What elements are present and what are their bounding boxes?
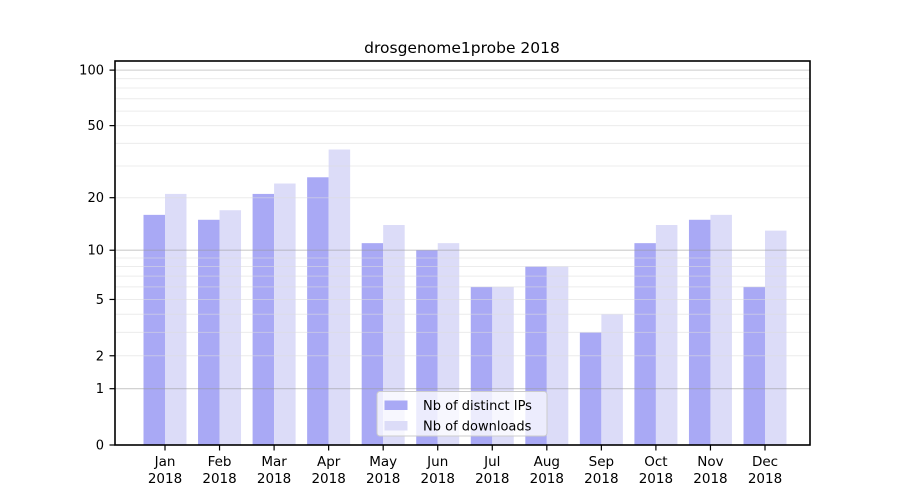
bar-downloads-apr [328,149,351,446]
x-tick-label-month: Nov [697,454,723,470]
legend: Nb of distinct IPs Nb of downloads [376,391,548,437]
x-tick-label-year: 2018 [475,471,509,487]
bar-downloads-may [383,225,405,445]
x-tick-label-month: Mar [261,454,287,470]
x-tick-label-month: May [369,454,397,470]
x-tick-label-year: 2018 [748,471,782,487]
x-tick-label-year: 2018 [366,471,400,487]
chart-title: drosgenome1probe 2018 [364,39,560,57]
bar-downloads-dec [765,230,787,445]
legend-label-downloads: Nb of downloads [423,420,532,435]
plot-frame [114,60,811,446]
bar-ips-jan [143,214,165,445]
y-tick-label: 50 [87,119,104,134]
x-tick-label-month: Sep [589,454,614,470]
x-tick-label-month: Apr [317,454,341,470]
x-tick-label-year: 2018 [530,471,564,487]
y-tick-label: 20 [87,191,104,206]
x-tick-label-year: 2018 [639,471,673,487]
x-tick-label-month: Dec [752,454,778,470]
x-tick-label-month: Jan [154,454,176,470]
bar-ips-dec [743,286,765,445]
x-axis: Jan2018Feb2018Mar2018Apr2018May2018Jun20… [148,445,782,487]
x-tick-label-month: Jul [483,454,500,470]
bar-downloads-jan [165,193,187,445]
x-tick-label-month: Aug [534,454,560,470]
bar-downloads-oct [655,225,678,445]
bar-ips-apr [307,177,329,446]
legend-swatch-ips [384,400,408,410]
legend-label-ips: Nb of distinct IPs [423,399,532,414]
x-tick-label-month: Feb [208,454,232,470]
x-tick-label-month: Jun [426,454,448,470]
y-tick-label: 5 [96,293,104,308]
x-tick-label-year: 2018 [202,471,236,487]
x-tick-label-month: Oct [644,454,667,470]
x-tick-label-year: 2018 [693,471,727,487]
y-tick-label: 2 [96,349,104,364]
x-tick-label-year: 2018 [148,471,182,487]
x-tick-label-year: 2018 [421,471,455,487]
y-gridlines [115,69,810,390]
legend-box [376,391,548,437]
legend-swatch-downloads [384,421,408,431]
y-tick-label: 10 [87,244,104,259]
bar-ips-mar [252,193,275,445]
x-tick-label-year: 2018 [584,471,618,487]
x-tick-label-year: 2018 [257,471,291,487]
y-axis: 0 1 2 5 10 20 50 100 [79,64,115,454]
bar-downloads-feb [219,210,242,445]
y-tick-label: 1 [96,382,104,397]
y-tick-label: 100 [79,64,104,79]
bar-ips-oct [634,243,656,445]
bar-downloads-nov [710,214,732,445]
y-tick-label: 0 [96,439,104,454]
x-tick-label-year: 2018 [311,471,345,487]
bar-downloads-sep [601,314,623,445]
